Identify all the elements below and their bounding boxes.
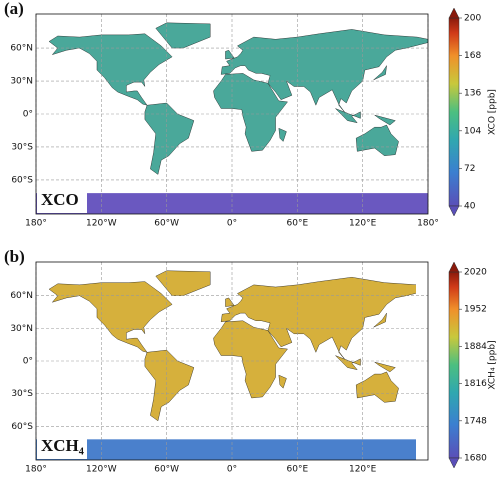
gas-label: XCO bbox=[41, 190, 79, 209]
panel-label: (b) bbox=[4, 247, 25, 266]
panel-label: (a) bbox=[4, 0, 24, 18]
map bbox=[36, 270, 416, 460]
colorbar-extend-max bbox=[448, 261, 460, 273]
colorbar-tick-label: 200 bbox=[464, 14, 481, 24]
lon-tick-label: 60°E bbox=[287, 219, 309, 229]
lat-tick-label: 0° bbox=[23, 110, 33, 120]
lon-tick-label: 60°E bbox=[287, 465, 309, 475]
colorbar bbox=[448, 271, 460, 459]
lat-tick-label: 0° bbox=[23, 357, 33, 367]
lon-tick-label: 180° bbox=[417, 219, 439, 229]
colorbar-tick-label: 168 bbox=[464, 51, 481, 61]
colorbar-extend-max bbox=[448, 7, 460, 19]
lon-tick-label: 120°W bbox=[86, 219, 117, 229]
lon-tick-label: 60°W bbox=[154, 219, 179, 229]
colorbar-label: XCO [ppb] bbox=[488, 89, 498, 135]
colorbar bbox=[448, 17, 460, 207]
map bbox=[36, 22, 428, 214]
lat-tick-label: 60°N bbox=[10, 291, 33, 301]
lon-tick-label: 120°E bbox=[349, 219, 377, 229]
lat-tick-label: 60°S bbox=[11, 422, 33, 432]
antarctica bbox=[36, 439, 416, 460]
gas-label: XCH₄ bbox=[41, 436, 84, 455]
lat-tick-label: 30°N bbox=[10, 324, 33, 334]
lon-tick-label: 180° bbox=[25, 219, 47, 229]
lat-tick-label: 60°N bbox=[10, 44, 33, 54]
colorbar-tick-label: 104 bbox=[464, 126, 481, 136]
colorbar-label: XCH₄ [ppb] bbox=[488, 340, 498, 389]
colorbar-tick-label: 1680 bbox=[464, 454, 487, 464]
colorbar-tick-label: 72 bbox=[464, 164, 475, 174]
land bbox=[48, 22, 428, 175]
map-frame bbox=[35, 261, 429, 461]
lon-tick-label: 120°E bbox=[349, 465, 377, 475]
colorbar-extend-min bbox=[448, 205, 460, 217]
lon-tick-label: 60°W bbox=[154, 465, 179, 475]
lon-tick-label: 180° bbox=[25, 465, 47, 475]
colorbar-tick-label: 1884 bbox=[464, 342, 487, 352]
map-frame bbox=[35, 13, 429, 215]
colorbar-tick-label: 2020 bbox=[464, 268, 487, 278]
colorbar-tick-label: 1952 bbox=[464, 305, 487, 315]
colorbar-tick-label: 1748 bbox=[464, 416, 487, 426]
lat-tick-label: 30°S bbox=[11, 389, 33, 399]
land bbox=[48, 270, 416, 422]
lat-tick-label: 60°S bbox=[11, 175, 33, 185]
lat-tick-label: 30°N bbox=[10, 77, 33, 87]
colorbar-tick-label: 1816 bbox=[464, 379, 487, 389]
lon-tick-label: 0° bbox=[227, 219, 237, 229]
colorbar-extend-min bbox=[448, 457, 460, 469]
lon-tick-label: 0° bbox=[227, 465, 237, 475]
gas-label-box bbox=[37, 434, 87, 459]
colorbar-tick-label: 136 bbox=[464, 89, 481, 99]
antarctica bbox=[36, 193, 428, 214]
colorbar-tick-label: 40 bbox=[464, 202, 476, 212]
gas-label-box bbox=[37, 188, 87, 213]
lon-tick-label: 120°W bbox=[86, 465, 117, 475]
lat-tick-label: 30°S bbox=[11, 142, 33, 152]
